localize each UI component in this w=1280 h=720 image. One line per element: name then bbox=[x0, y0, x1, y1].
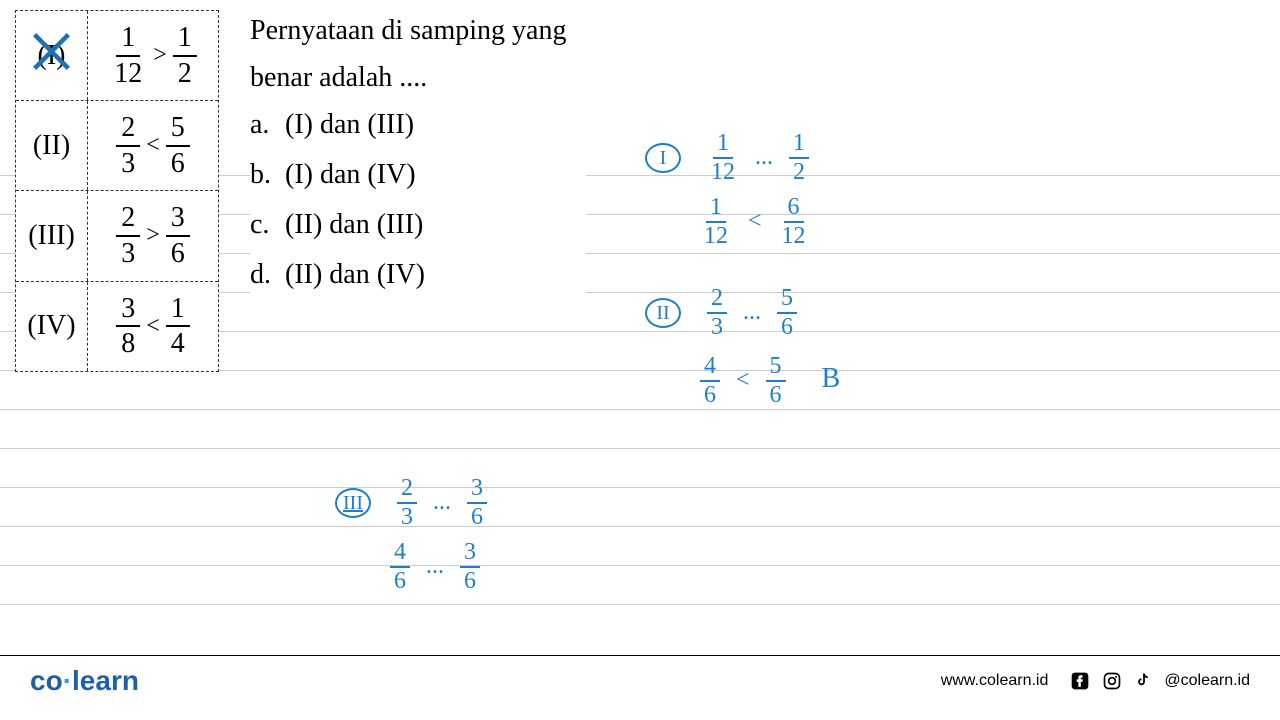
circled-label: II bbox=[645, 298, 681, 328]
social-icons: @colearn.id bbox=[1068, 669, 1250, 693]
option-d: d.(II) dan (IV) bbox=[250, 254, 566, 296]
table-row: (III) 23 > 36 bbox=[16, 191, 218, 281]
facebook-icon bbox=[1068, 669, 1092, 693]
row-label: (I) bbox=[16, 11, 88, 100]
row-formula: 23 < 56 bbox=[88, 101, 218, 190]
table-row: (IV) 38 < 14 bbox=[16, 282, 218, 371]
option-c: c.(II) dan (III) bbox=[250, 204, 566, 246]
check-mark: B bbox=[822, 363, 841, 394]
row-label: (III) bbox=[16, 191, 88, 280]
footer: co·learn www.colearn.id @colearn.id bbox=[0, 655, 1280, 705]
tiktok-icon bbox=[1132, 669, 1156, 693]
question-text-2: benar adalah .... bbox=[250, 57, 566, 99]
row-label: (IV) bbox=[16, 282, 88, 371]
answer-options: a.(I) dan (III) b.(I) dan (IV) c.(II) da… bbox=[250, 104, 566, 296]
row-formula: 23 > 36 bbox=[88, 191, 218, 280]
footer-right: www.colearn.id @colearn.id bbox=[941, 669, 1250, 693]
cross-out-icon bbox=[29, 29, 74, 82]
table-row: (II) 23 < 56 bbox=[16, 101, 218, 191]
logo: co·learn bbox=[30, 665, 139, 697]
row-formula: 112 > 12 bbox=[88, 11, 218, 100]
option-b: b.(I) dan (IV) bbox=[250, 154, 566, 196]
handwritten-work-1: I 112 ... 12 112 < 612 bbox=[645, 130, 810, 250]
question-text-1: Pernyataan di samping yang bbox=[250, 10, 566, 52]
footer-url: www.colearn.id bbox=[941, 672, 1049, 690]
handwritten-work-3: III 23 ... 36 46 ... 36 bbox=[335, 475, 487, 595]
question-block: Pernyataan di samping yang benar adalah … bbox=[250, 10, 586, 304]
circled-label: III bbox=[335, 488, 371, 518]
row-formula: 38 < 14 bbox=[88, 282, 218, 371]
handwritten-work-2: II 23 ... 56 46 < 56 B bbox=[645, 285, 840, 409]
table-row: (I) 112 > 12 bbox=[16, 11, 218, 101]
instagram-icon bbox=[1100, 669, 1124, 693]
footer-handle: @colearn.id bbox=[1164, 672, 1250, 690]
row-label: (II) bbox=[16, 101, 88, 190]
statements-table: (I) 112 > 12 (II) 23 < 56 (III) 23 bbox=[15, 10, 219, 372]
option-a: a.(I) dan (III) bbox=[250, 104, 566, 146]
circled-label: I bbox=[645, 143, 681, 173]
